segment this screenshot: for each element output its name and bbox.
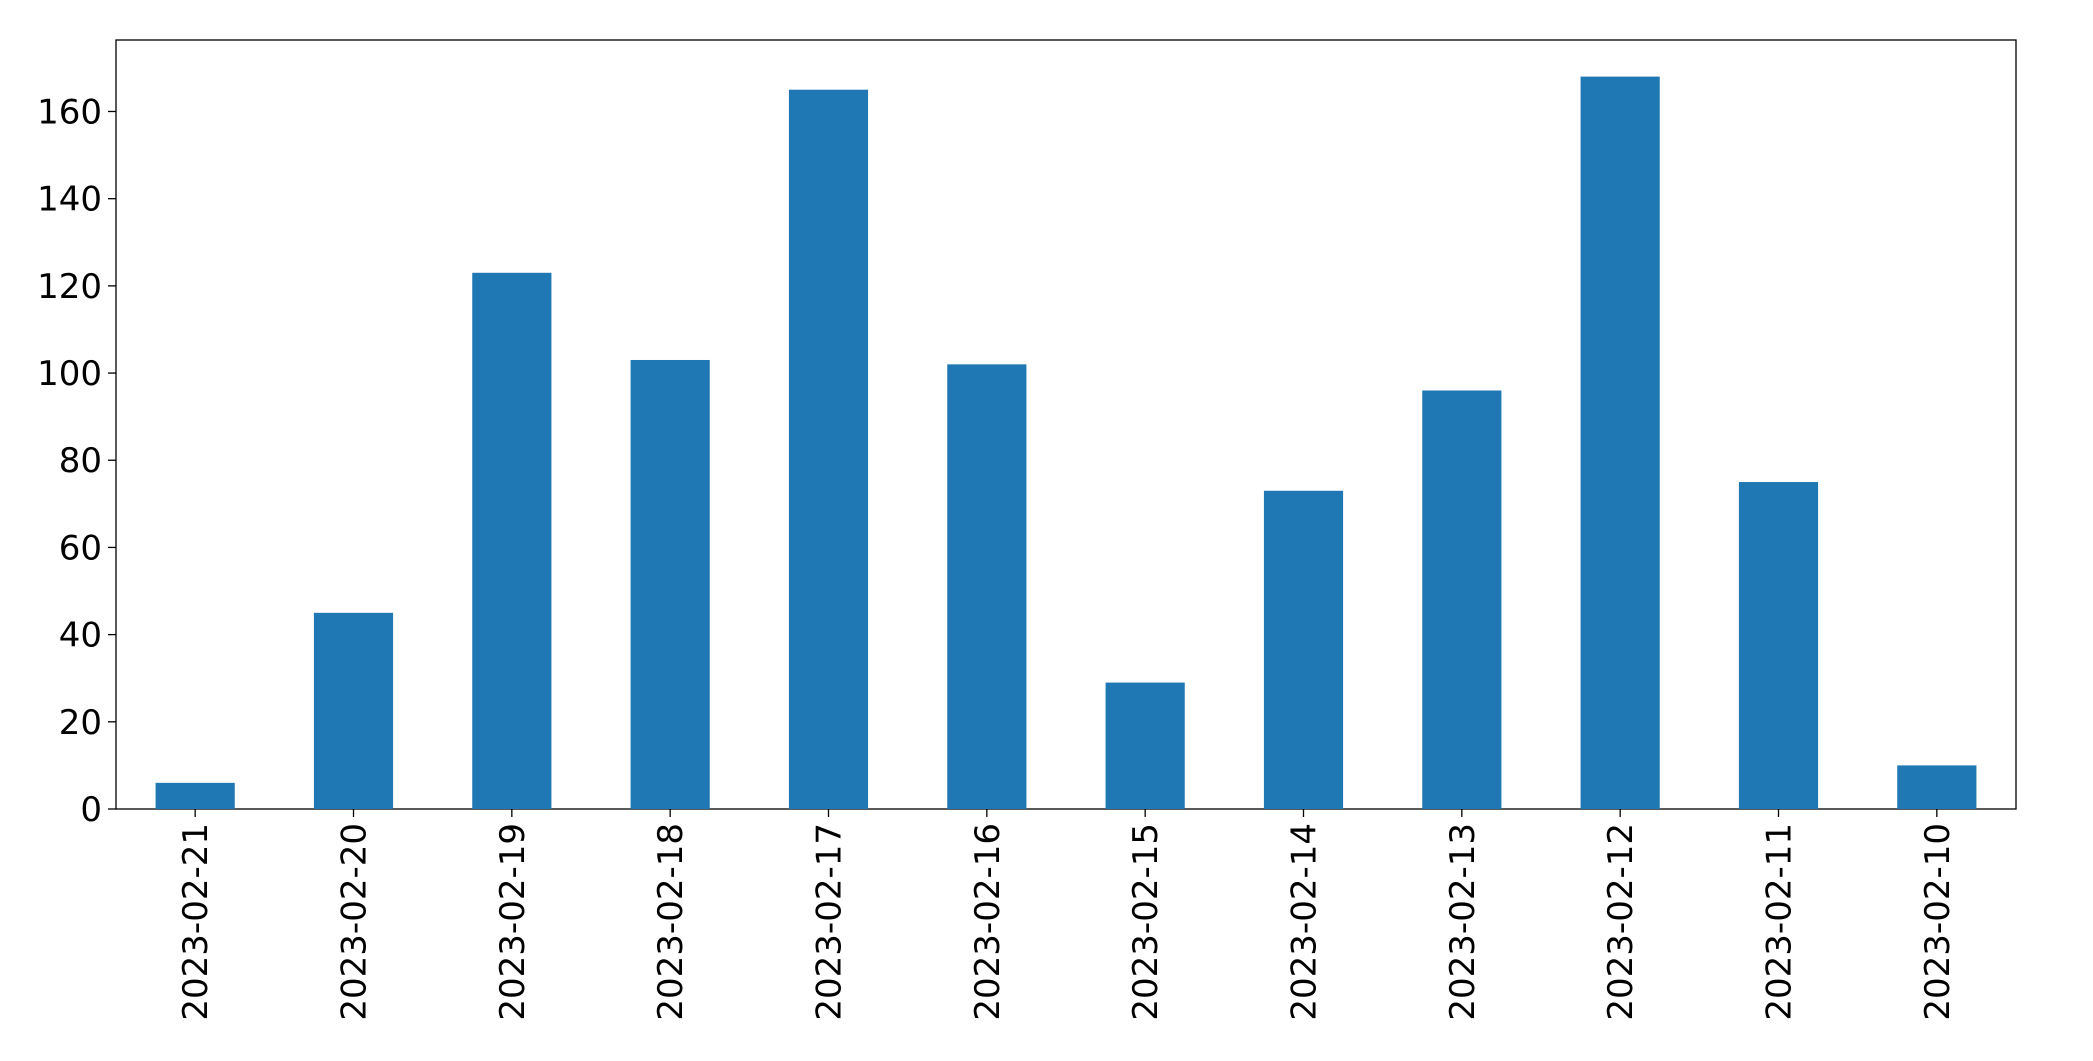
bar: [1105, 682, 1185, 809]
plot-frame: [115, 39, 2017, 810]
y-tick-label: 0: [80, 790, 102, 830]
bar: [1580, 76, 1660, 810]
x-tick-label: 2023-02-15: [1126, 823, 1166, 1021]
x-tick-label: 2023-02-10: [1918, 823, 1958, 1021]
bar: [788, 89, 869, 810]
y-tick-label: 60: [59, 528, 102, 568]
y-tick-label: 100: [37, 354, 102, 394]
x-tick-label: 2023-02-20: [335, 823, 375, 1021]
x-tick-label: 2023-02-11: [1760, 823, 1800, 1021]
y-tick-label: 140: [37, 180, 102, 220]
x-tick-label: 2023-02-14: [1285, 823, 1325, 1021]
x-tick-label: 2023-02-21: [176, 823, 216, 1021]
x-tick-label: 2023-02-18: [651, 823, 691, 1021]
y-tick-label: 160: [37, 92, 102, 132]
y-tick-label: 40: [59, 616, 102, 656]
x-tick-label: 2023-02-17: [810, 823, 850, 1021]
x-tick-label: 2023-02-12: [1601, 823, 1641, 1021]
x-tick-label: 2023-02-13: [1443, 823, 1483, 1021]
bar: [947, 364, 1027, 809]
y-tick-label: 20: [59, 703, 102, 743]
bar: [155, 782, 235, 809]
bar: [1422, 390, 1502, 809]
bar: [313, 612, 394, 809]
bar: [472, 272, 552, 810]
x-tick-label: 2023-02-19: [493, 823, 533, 1021]
y-tick-label: 120: [37, 267, 102, 307]
bar: [1263, 490, 1344, 809]
y-tick-label: 80: [59, 441, 102, 481]
bar: [1897, 765, 1977, 809]
bar: [1738, 482, 1819, 809]
x-tick-label: 2023-02-16: [968, 823, 1008, 1021]
bar: [630, 359, 710, 809]
